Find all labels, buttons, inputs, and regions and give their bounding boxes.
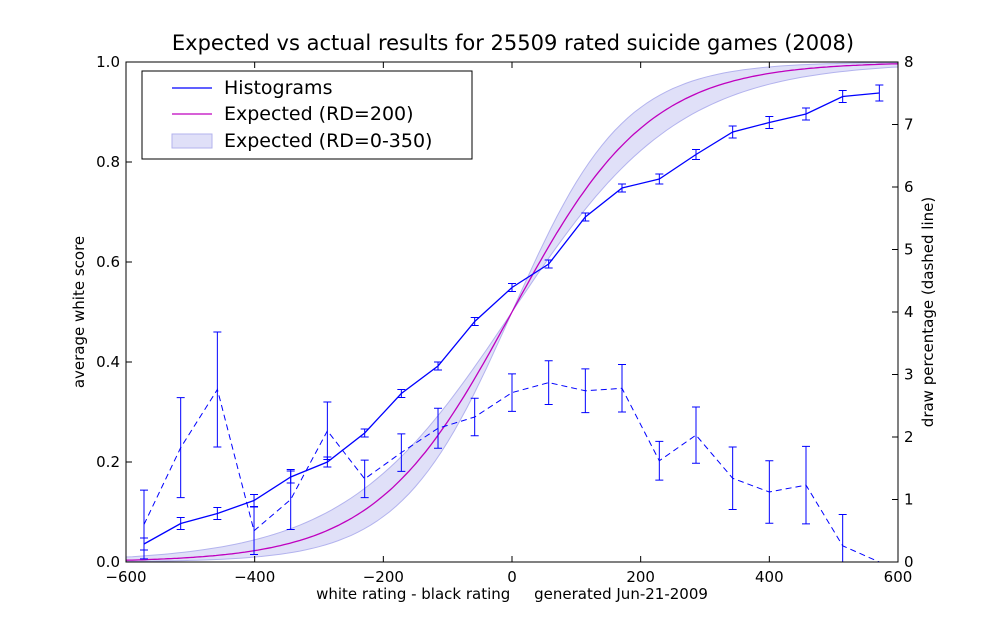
histogram-error-bar [581,212,590,222]
histogram-error-bar [250,494,259,507]
y-tick-label: 0.2 [96,453,120,471]
histogram-error-bar [470,317,479,326]
histogram-error-bar [397,389,406,398]
chart-title: Expected vs actual results for 25509 rat… [172,31,854,55]
y-tick-label: 0.0 [96,553,120,571]
draw-error-bar [508,373,516,412]
legend-label-band: Expected (RD=0-350) [224,130,432,152]
histogram-error-bar [802,107,811,121]
draw-percentage-line [143,382,880,563]
draw-error-bar [397,433,406,472]
ticks-layer: −600 −400 −200 0 200 400 600 0.0 0.2 0.4 0.6 0.8 1.0… [96,53,913,586]
y-tick-label: 0.6 [96,253,120,271]
draw-error-bar [728,446,737,510]
histogram-error-bar [508,283,516,292]
histogram-error-bar [728,125,737,139]
y2-tick-label: 5 [904,241,914,259]
y2-tick-label: 0 [904,553,914,571]
draw-error-bar [176,397,185,499]
y-axis-label: average white score [70,236,88,388]
x-tick-label: 0 [507,568,517,586]
y-tick-label: 0.4 [96,353,120,371]
x-axis-label: white rating - black rating generated Ju… [316,585,708,603]
histogram-error-bar [655,173,664,185]
draw-error-bar [213,331,222,448]
draw-error-bar [765,460,774,524]
draw-error-bar [618,364,627,413]
y-tick-label: 0.8 [96,153,120,171]
histogram-error-bar [544,259,553,269]
x-tick-label: −400 [234,568,275,586]
draw-error-bar [360,459,369,499]
histogram-error-bar [286,470,295,484]
histogram-error-bar [765,116,774,129]
x-tick-label: 200 [626,568,655,586]
draw-error-bar [470,397,479,437]
histogram-error-bar [140,537,149,551]
histogram-error-bar [691,149,700,160]
draw-error-bar [581,368,590,414]
legend-label-histograms: Histograms [224,77,332,99]
x-tick-label: 400 [755,568,784,586]
y2-tick-label: 2 [904,428,914,446]
y2-tick-label: 3 [904,366,914,384]
legend-swatch-band [171,133,213,149]
y2-tick-label: 4 [904,303,914,321]
x-tick-label: −600 [105,568,146,586]
draw-error-bar [323,401,332,460]
y2-tick-label: 8 [904,53,914,71]
legend-label-expected: Expected (RD=200) [224,103,414,125]
histogram-error-bar [434,361,443,371]
y-tick-label: 1.0 [96,53,120,71]
y2-axis-label: draw percentage (dashed line) [919,197,937,427]
histogram-error-bar [360,428,369,438]
expected-curve-line [125,63,899,561]
x-tick-label: 600 [884,568,913,586]
draw-error-bar [544,360,553,405]
draw-error-bar [838,514,847,563]
histogram-error-bar [176,517,185,530]
series-layer [125,63,899,563]
legend: Histograms Expected (RD=200) Expected (R… [141,70,473,160]
histogram-error-bar [323,456,332,468]
draw-error-bar [802,445,811,525]
y2-tick-label: 6 [904,178,914,196]
x-tick-label: −200 [363,568,404,586]
histogram-error-bar [618,183,627,193]
histogram-error-bar [838,90,847,103]
draw-error-bar [434,407,443,449]
draw-error-bar [655,440,664,481]
y2-tick-label: 7 [904,116,914,134]
histogram-error-bar [213,507,222,520]
y2-tick-label: 1 [904,491,914,509]
histogram-error-bar [875,84,884,102]
draw-error-bar [691,406,700,464]
